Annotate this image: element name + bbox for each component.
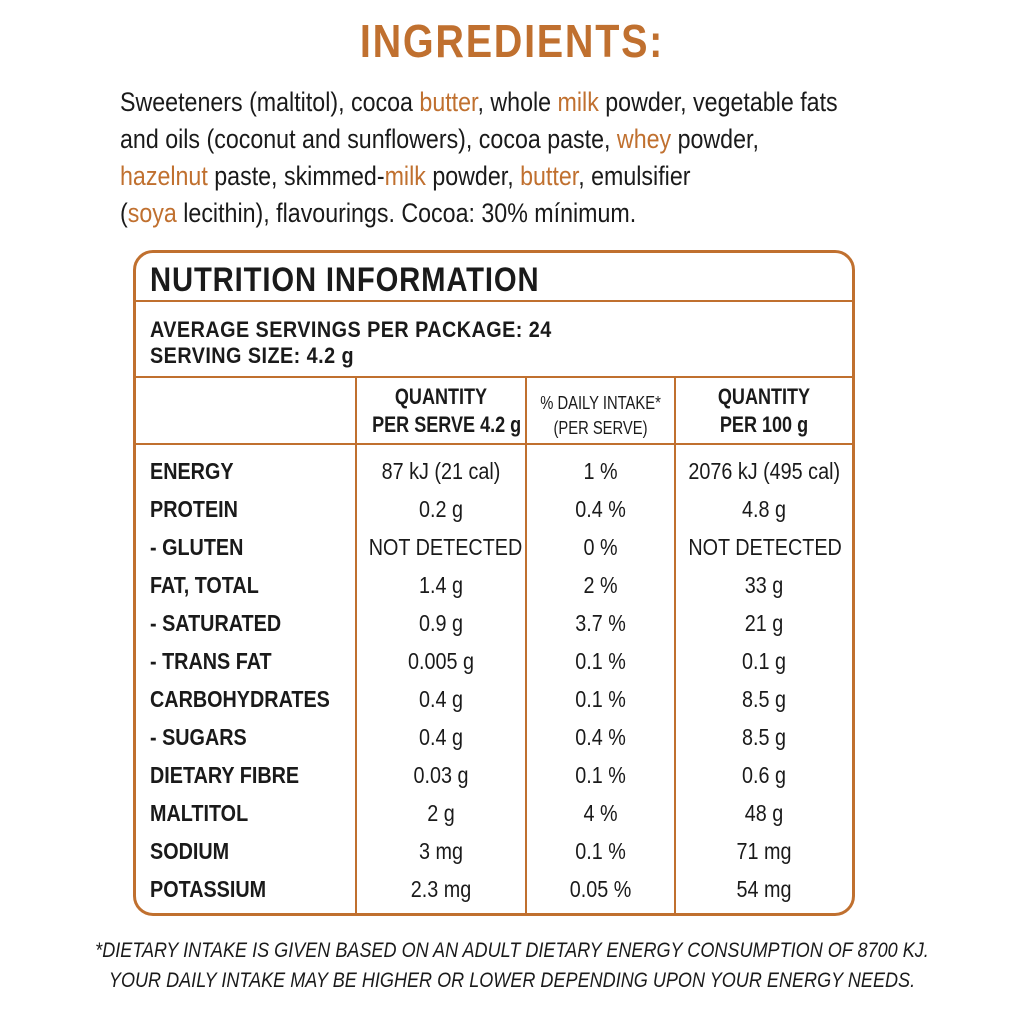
nutrition-row: SODIUM 3 mg 0.1 % 71 mg	[136, 832, 852, 870]
ingredients-title: INGREDIENTS:	[359, 15, 665, 67]
column-divider	[525, 376, 527, 913]
per-serve-value: 0.9 g	[419, 610, 463, 636]
column-divider	[674, 376, 676, 913]
column-header-per-100g: QUANTITY PER 100 g	[717, 384, 811, 437]
ingredient-text: paste, skimmed-	[207, 161, 385, 191]
daily-intake-value: 0 %	[583, 534, 618, 560]
per-100g-value: 2076 kJ (495 cal)	[688, 458, 841, 484]
per-100g-value: 71 mg	[736, 838, 792, 864]
daily-intake-value: 0.4 %	[575, 724, 626, 750]
nutrition-title: NUTRITION INFORMATION	[150, 261, 540, 299]
nutrition-row: MALTITOL 2 g 4 % 48 g	[136, 794, 852, 832]
ingredient-text: Sweeteners (maltitol), cocoa	[120, 87, 420, 117]
daily-intake-value: 4 %	[583, 800, 618, 826]
column-divider	[355, 376, 357, 913]
column-header-per-serve: QUANTITY PER SERVE 4.2 g	[372, 384, 522, 437]
servings-per-package: AVERAGE SERVINGS PER PACKAGE: 24	[150, 317, 552, 342]
ingredient-text: lecithin), flavourings. Cocoa: 30% mínim…	[176, 198, 637, 228]
ingredients-line: (soya lecithin), flavourings. Cocoa: 30%…	[120, 195, 877, 232]
nutrition-row: - SATURATED 0.9 g 3.7 % 21 g	[136, 604, 852, 642]
daily-intake-value: 0.1 %	[575, 648, 626, 674]
per-serve-value: 3 mg	[419, 838, 463, 864]
nutrient-label: DIETARY FIBRE	[150, 762, 300, 788]
per-serve-value: 0.03 g	[413, 762, 469, 788]
ingredient-text: and oils (coconut and sunflowers), cocoa…	[120, 124, 617, 154]
per-serve-value: 0.4 g	[419, 724, 463, 750]
daily-intake-value: 0.1 %	[575, 762, 626, 788]
allergen-word: butter	[419, 87, 478, 117]
divider	[136, 300, 852, 302]
daily-intake-value: 1 %	[583, 458, 618, 484]
nutrient-label: ENERGY	[150, 458, 234, 484]
daily-intake-value: 0.1 %	[575, 686, 626, 712]
per-100g-value: NOT DETECTED	[688, 534, 842, 560]
per-100g-value: 0.6 g	[742, 762, 786, 788]
ingredient-text: powder, vegetable fats	[598, 87, 838, 117]
ingredients-line: hazelnut paste, skimmed-milk powder, but…	[120, 158, 877, 195]
nutrition-row: - TRANS FAT 0.005 g 0.1 % 0.1 g	[136, 642, 852, 680]
ingredient-text: (	[120, 198, 128, 228]
nutrient-label: CARBOHYDRATES	[150, 686, 330, 712]
per-serve-value: 0.2 g	[419, 496, 463, 522]
daily-intake-value: 0.1 %	[575, 838, 626, 864]
ingredient-text: powder,	[671, 124, 759, 154]
nutrient-label: MALTITOL	[150, 800, 249, 826]
nutrient-label: SODIUM	[150, 838, 230, 864]
nutrition-row: PROTEIN 0.2 g 0.4 % 4.8 g	[136, 490, 852, 528]
per-100g-value: 33 g	[744, 572, 784, 598]
ingredients-line: and oils (coconut and sunflowers), cocoa…	[120, 121, 877, 158]
footnote-line-1: *DIETARY INTAKE IS GIVEN BASED ON AN ADU…	[95, 939, 929, 962]
nutrient-label: - GLUTEN	[150, 534, 244, 560]
per-serve-value: 2 g	[427, 800, 455, 826]
per-100g-value: 8.5 g	[742, 686, 786, 712]
nutrition-row: CARBOHYDRATES 0.4 g 0.1 % 8.5 g	[136, 680, 852, 718]
nutrient-label: FAT, TOTAL	[150, 572, 259, 598]
allergen-word: milk	[557, 87, 599, 117]
ingredient-text: , whole	[477, 87, 558, 117]
divider	[136, 376, 852, 378]
allergen-word: whey	[616, 124, 672, 154]
nutrition-row: ENERGY 87 kJ (21 cal) 1 % 2076 kJ (495 cal)	[136, 452, 852, 490]
nutrition-row: - GLUTEN NOT DETECTED 0 % NOT DETECTED	[136, 528, 852, 566]
daily-intake-value: 0.05 %	[569, 876, 632, 902]
nutrition-panel: NUTRITION INFORMATION AVERAGE SERVINGS P…	[133, 250, 855, 916]
per-serve-value: NOT DETECTED	[368, 534, 523, 560]
nutrient-label: PROTEIN	[150, 496, 238, 522]
nutrition-row: POTASSIUM 2.3 mg 0.05 % 54 mg	[136, 870, 852, 908]
daily-intake-value: 3.7 %	[575, 610, 626, 636]
footnote-line-2: YOUR DAILY INTAKE MAY BE HIGHER OR LOWER…	[108, 969, 916, 992]
nutrient-label: - SATURATED	[150, 610, 282, 636]
per-100g-value: 21 g	[744, 610, 784, 636]
per-serve-value: 2.3 mg	[410, 876, 472, 902]
daily-intake-value: 0.4 %	[575, 496, 626, 522]
ingredients-line: Sweeteners (maltitol), cocoa butter, who…	[120, 84, 877, 121]
nutrition-row: DIETARY FIBRE 0.03 g 0.1 % 0.6 g	[136, 756, 852, 794]
allergen-word: milk	[384, 161, 426, 191]
nutrient-label: - SUGARS	[150, 724, 247, 750]
per-100g-value: 0.1 g	[742, 648, 786, 674]
serving-size: SERVING SIZE: 4.2 g	[150, 343, 355, 368]
allergen-word: hazelnut	[120, 161, 208, 191]
column-header-daily-intake: % DAILY INTAKE* (PER SERVE)	[540, 393, 661, 438]
ingredient-text: , emulsifier	[578, 161, 691, 191]
daily-intake-value: 2 %	[583, 572, 618, 598]
per-serve-value: 0.4 g	[419, 686, 463, 712]
per-serve-value: 87 kJ (21 cal)	[381, 458, 501, 484]
allergen-word: butter	[520, 161, 579, 191]
allergen-word: soya	[127, 198, 177, 228]
ingredients-text: Sweeteners (maltitol), cocoa butter, who…	[120, 84, 877, 232]
per-serve-value: 1.4 g	[419, 572, 463, 598]
per-serve-value: 0.005 g	[407, 648, 475, 674]
ingredient-text: powder,	[425, 161, 521, 191]
nutrition-row: FAT, TOTAL 1.4 g 2 % 33 g	[136, 566, 852, 604]
nutrition-row: - SUGARS 0.4 g 0.4 % 8.5 g	[136, 718, 852, 756]
per-100g-value: 8.5 g	[742, 724, 786, 750]
nutrient-label: POTASSIUM	[150, 876, 267, 902]
per-100g-value: 54 mg	[736, 876, 792, 902]
nutrient-label: - TRANS FAT	[150, 648, 272, 674]
per-100g-value: 4.8 g	[742, 496, 786, 522]
divider	[136, 443, 852, 445]
per-100g-value: 48 g	[744, 800, 784, 826]
